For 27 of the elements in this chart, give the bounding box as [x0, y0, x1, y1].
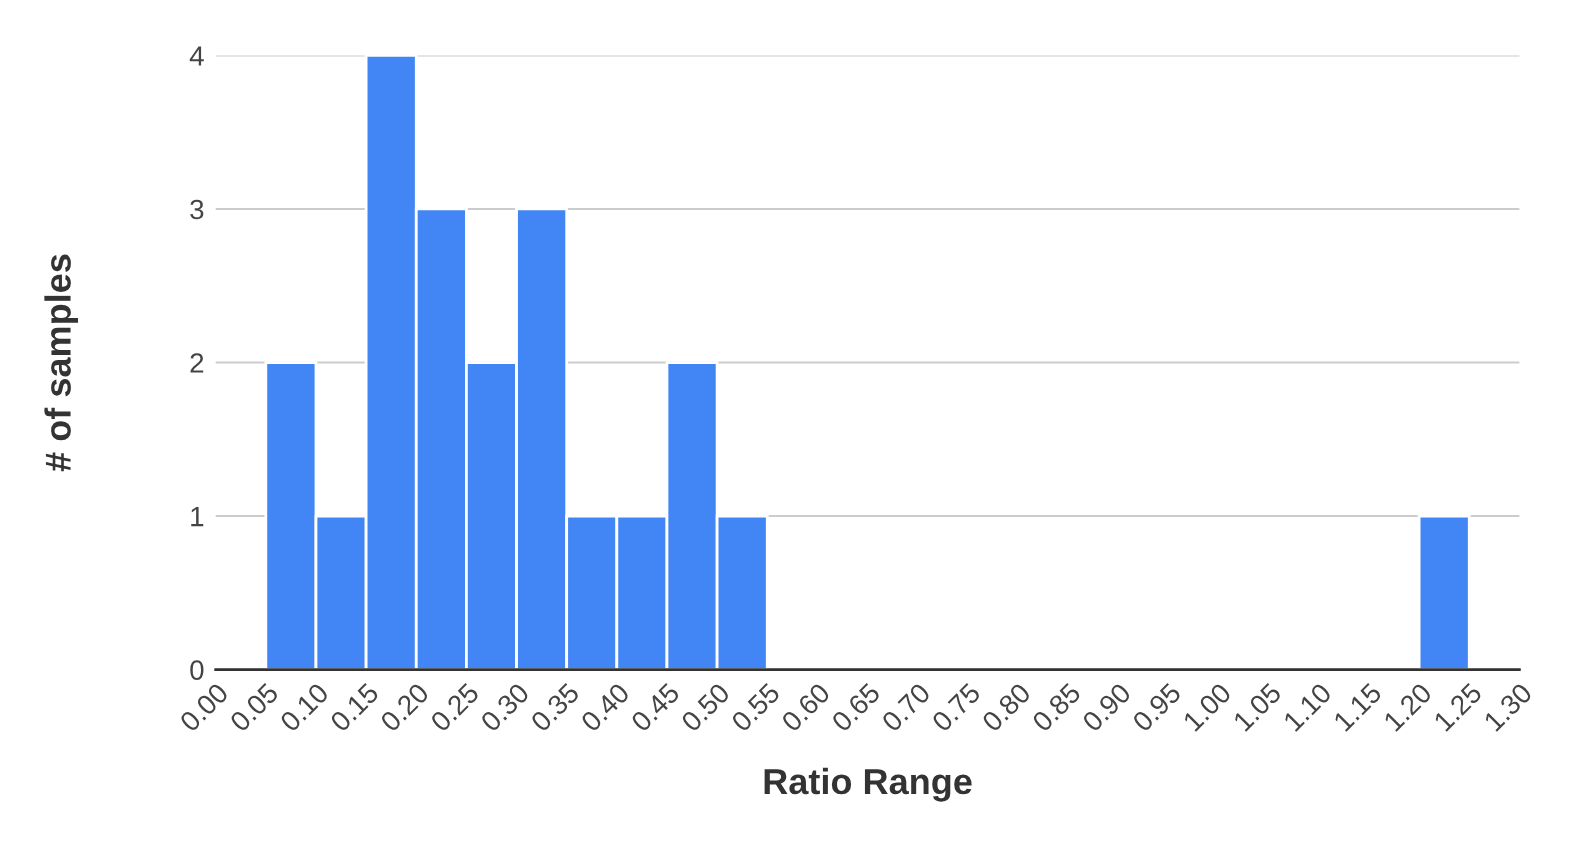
- x-tick-label: 0.95: [1131, 682, 1182, 733]
- y-tick-label: 0: [190, 660, 204, 680]
- x-tick-label: 0.00: [178, 682, 230, 733]
- y-tick-label: 3: [190, 199, 204, 220]
- x-tick-label: 0.35: [529, 682, 581, 733]
- x-tick-label: 0.40: [579, 682, 631, 733]
- x-tick-label: 0.30: [479, 682, 531, 733]
- y-tick-label: 4: [189, 46, 204, 66]
- x-tick-label: 0.20: [379, 682, 430, 733]
- x-tick-label: 0.85: [1031, 682, 1082, 733]
- x-tick-label: 0.10: [279, 682, 330, 733]
- x-tick-label: 0.15: [329, 682, 380, 733]
- x-tick-label: 0.50: [680, 682, 731, 733]
- y-axis-title: # of samples: [44, 254, 79, 472]
- x-tick-label: 0.05: [228, 682, 280, 733]
- x-tick-label: 0.45: [630, 682, 681, 733]
- x-tick-label: 0.90: [1081, 682, 1132, 733]
- x-tick-label: 0.25: [429, 682, 481, 733]
- x-axis-title: Ratio Range: [764, 767, 972, 802]
- y-tick-label: 2: [190, 353, 204, 373]
- x-tick-label: 0.70: [880, 682, 932, 733]
- x-tick-label: 0.75: [930, 682, 982, 733]
- y-tick-label: 1: [191, 507, 204, 527]
- x-tick-label: 0.55: [730, 682, 781, 733]
- x-tick-label: 0.65: [830, 682, 882, 733]
- x-tick-label: 0.60: [780, 682, 832, 733]
- x-tick-label: 0.80: [981, 682, 1032, 733]
